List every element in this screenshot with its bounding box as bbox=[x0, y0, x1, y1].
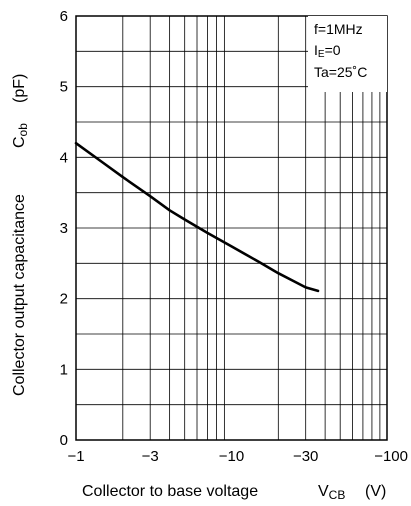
y-tick-label: 0 bbox=[60, 432, 68, 449]
series-layer bbox=[74, 141, 320, 293]
x-tick-label: −10 bbox=[219, 448, 244, 465]
series-line bbox=[74, 141, 320, 293]
x-tick-label: −30 bbox=[293, 448, 318, 465]
x-tick-label: −100 bbox=[374, 448, 408, 465]
condition-temperature: Ta=25˚C bbox=[314, 64, 367, 80]
y-axis-label: Collector output capacitance bbox=[11, 194, 28, 396]
x-tick-label: −3 bbox=[142, 448, 159, 465]
y-axis-unit: (pF) bbox=[11, 74, 28, 103]
x-axis-label: Collector to base voltage bbox=[82, 483, 258, 500]
plot-frame bbox=[75, 15, 388, 441]
condition-emitter-current: IE=0 bbox=[314, 42, 341, 60]
condition-frequency: f=1MHz bbox=[314, 21, 363, 37]
conditions-box bbox=[308, 16, 387, 92]
y-tick-label: 3 bbox=[60, 220, 68, 237]
x-axis-symbol: VCB bbox=[318, 483, 345, 502]
y-tick-label: 1 bbox=[60, 361, 68, 378]
y-tick-labels: 0 1 2 3 4 5 6 bbox=[60, 8, 68, 449]
x-tick-label: −1 bbox=[67, 448, 84, 465]
y-tick-label: 5 bbox=[60, 79, 68, 96]
x-tick-labels: −1 −3 −10 −30 −100 bbox=[67, 448, 408, 465]
y-tick-label: 6 bbox=[60, 8, 68, 25]
y-tick-label: 2 bbox=[60, 291, 68, 308]
y-axis-symbol: Cob bbox=[11, 123, 30, 148]
y-tick-label: 4 bbox=[60, 149, 68, 166]
x-axis-unit: (V) bbox=[365, 483, 386, 500]
